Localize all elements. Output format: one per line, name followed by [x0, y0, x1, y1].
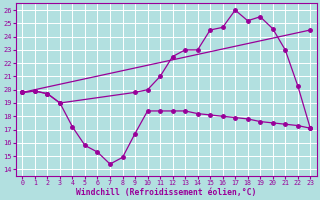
X-axis label: Windchill (Refroidissement éolien,°C): Windchill (Refroidissement éolien,°C) — [76, 188, 257, 197]
